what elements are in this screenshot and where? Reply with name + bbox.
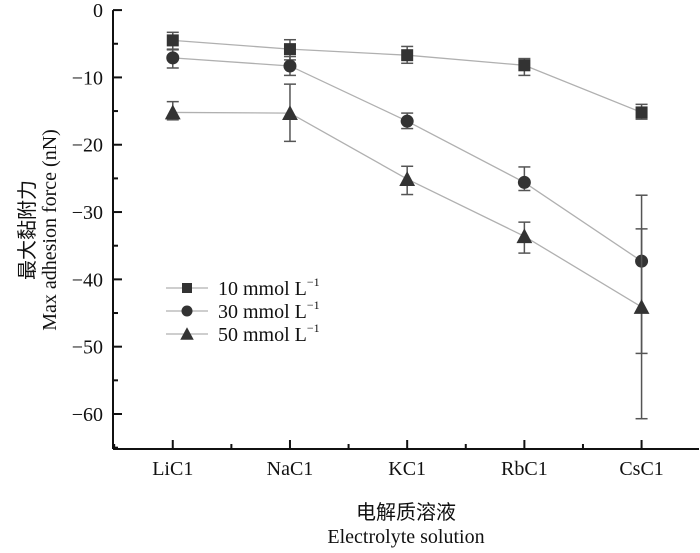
data-point-square	[166, 34, 179, 47]
legend-label: 10 mmol L−1	[218, 275, 320, 300]
x-tick-labels: LiC1 NaC1 KC1 RbC1 CsC1	[152, 458, 664, 480]
data-point-circle	[283, 59, 297, 73]
y-tick-label: −60	[72, 404, 103, 426]
legend-marker-circle	[181, 305, 193, 317]
x-tick-label: LiC1	[152, 458, 193, 480]
data-point-square	[401, 49, 414, 62]
legend-label: 50 mmol L−1	[218, 321, 320, 346]
data-point-square	[635, 106, 648, 119]
legend-label-text: 30 mmol L	[218, 301, 307, 323]
series-triangle	[164, 83, 650, 420]
legend-label-superscript: −1	[307, 321, 320, 335]
data-point-circle	[166, 51, 180, 65]
x-axis-title-cn: 电解质溶液	[356, 501, 456, 524]
data-point-circle	[400, 114, 414, 128]
series-square	[166, 31, 648, 120]
y-tick-label: −40	[72, 269, 103, 291]
legend-label-text: 50 mmol L	[218, 324, 307, 346]
y-tick-labels: 0 −10 −20 −30 −40 −50 −60	[72, 0, 103, 426]
x-tick-label: RbC1	[501, 458, 548, 480]
y-tick-label: 0	[93, 0, 103, 22]
legend-item-square: 10 mmol L−1	[166, 275, 320, 300]
legend-label-superscript: −1	[307, 298, 320, 312]
axes	[112, 9, 699, 450]
x-tick-label: NaC1	[267, 458, 314, 480]
legend-marker-square	[182, 283, 192, 293]
data-point-circle	[517, 175, 531, 189]
legend-item-circle: 30 mmol L−1	[166, 298, 320, 323]
y-axis-title-en: Max adhesion force (nN)	[39, 129, 61, 331]
data-point-triangle	[164, 104, 181, 120]
data-point-square	[283, 43, 296, 56]
legend: 10 mmol L−130 mmol L−150 mmol L−1	[166, 275, 320, 346]
y-tick-label: −10	[72, 67, 103, 89]
legend-marker-triangle	[180, 327, 194, 340]
legend-label-text: 10 mmol L	[218, 278, 307, 300]
y-tick-label: −30	[72, 202, 103, 224]
y-tick-label: −20	[72, 135, 103, 157]
y-axis-title: 最大黏附力 Max adhesion force (nN)	[16, 129, 61, 331]
data-point-triangle	[516, 228, 533, 244]
x-tick-label: KC1	[388, 458, 426, 480]
data-point-square	[518, 59, 531, 72]
y-tick-label: −50	[72, 337, 103, 359]
series-line	[172, 57, 642, 262]
data-point-triangle	[633, 299, 650, 314]
legend-item-triangle: 50 mmol L−1	[166, 321, 320, 346]
y-axis-title-cn: 最大黏附力	[16, 180, 39, 280]
plot-area	[164, 31, 650, 420]
data-point-triangle	[282, 105, 298, 120]
x-tick-label: CsC1	[619, 458, 663, 480]
legend-label-superscript: −1	[307, 275, 320, 289]
data-point-triangle	[399, 171, 416, 186]
legend-label: 30 mmol L−1	[218, 298, 320, 323]
x-axis-title-en: Electrolyte solution	[327, 526, 484, 548]
